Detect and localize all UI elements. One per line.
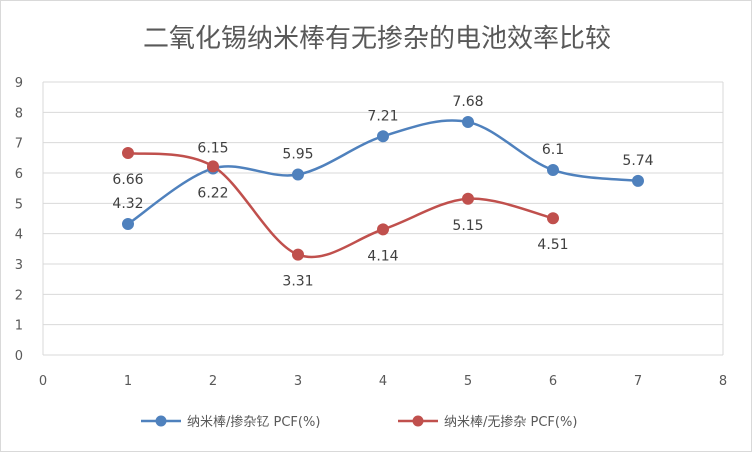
series-1-point bbox=[377, 130, 389, 143]
data-label: 3.31 bbox=[282, 274, 313, 290]
legend-label-2: 纳米棒/无掺杂 PCF(%) bbox=[444, 414, 577, 430]
x-tick-label: 0 bbox=[39, 374, 47, 389]
axis-layer: 0 1 2 3 4 5 6 7 8 9 0 1 2 3 4 5 6 7 8 bbox=[15, 76, 727, 389]
legend: 纳米棒/掺杂钇 PCF(%) 纳米棒/无掺杂 PCF(%) bbox=[141, 414, 577, 430]
series-2-point bbox=[462, 192, 474, 205]
series-1-point bbox=[462, 116, 474, 129]
x-tick-label: 4 bbox=[379, 374, 387, 389]
series-line-2 bbox=[127, 151, 554, 259]
x-tick-label: 2 bbox=[209, 374, 217, 389]
y-tick-label: 6 bbox=[15, 167, 23, 182]
legend-marker-1 bbox=[155, 415, 167, 427]
y-tick-label: 4 bbox=[15, 228, 23, 243]
series-1-point bbox=[547, 163, 559, 176]
series-2-point bbox=[122, 146, 134, 159]
y-tick-label: 5 bbox=[15, 197, 23, 212]
series-1-point bbox=[632, 174, 644, 187]
series-layer bbox=[122, 116, 644, 261]
data-label: 6.22 bbox=[197, 185, 228, 201]
x-tick-label: 8 bbox=[719, 374, 727, 389]
series-2-point bbox=[207, 160, 219, 173]
data-label: 4.14 bbox=[367, 248, 398, 264]
data-label: 4.51 bbox=[537, 237, 568, 253]
x-tick-label: 7 bbox=[634, 374, 642, 389]
legend-label-1: 纳米棒/掺杂钇 PCF(%) bbox=[187, 414, 320, 430]
y-tick-label: 3 bbox=[15, 258, 23, 273]
data-label: 7.21 bbox=[367, 108, 398, 124]
x-tick-label: 1 bbox=[124, 374, 132, 389]
data-label: 5.95 bbox=[282, 147, 313, 163]
chart-title: 二氧化锡纳米棒有无掺杂的电池效率比较 bbox=[143, 24, 611, 54]
x-tick-label: 3 bbox=[294, 374, 302, 389]
y-tick-label: 9 bbox=[15, 76, 23, 91]
data-label: 5.74 bbox=[622, 153, 653, 169]
data-label: 6.15 bbox=[197, 140, 228, 156]
legend-marker-2 bbox=[412, 415, 424, 427]
data-label: 6.66 bbox=[112, 172, 143, 188]
data-label: 7.68 bbox=[452, 94, 483, 110]
x-tick-label: 6 bbox=[549, 374, 557, 389]
x-tick-label: 5 bbox=[464, 374, 472, 389]
y-tick-label: 7 bbox=[15, 137, 23, 152]
series-2-point bbox=[547, 212, 559, 225]
series-1-point bbox=[292, 168, 304, 181]
y-tick-label: 8 bbox=[15, 106, 23, 121]
label-layer: 4.32 6.15 5.95 7.21 7.68 6.1 5.74 6.66 6.22 3.31 4… bbox=[112, 94, 653, 290]
series-2-point bbox=[292, 248, 304, 261]
series-1-point bbox=[122, 217, 134, 230]
data-label: 4.32 bbox=[112, 196, 143, 212]
y-tick-label: 0 bbox=[15, 349, 23, 364]
series-2-point bbox=[377, 223, 389, 236]
data-label: 5.15 bbox=[452, 218, 483, 234]
y-tick-label: 2 bbox=[15, 288, 23, 303]
y-tick-label: 1 bbox=[15, 319, 23, 334]
data-label: 6.1 bbox=[542, 142, 564, 158]
